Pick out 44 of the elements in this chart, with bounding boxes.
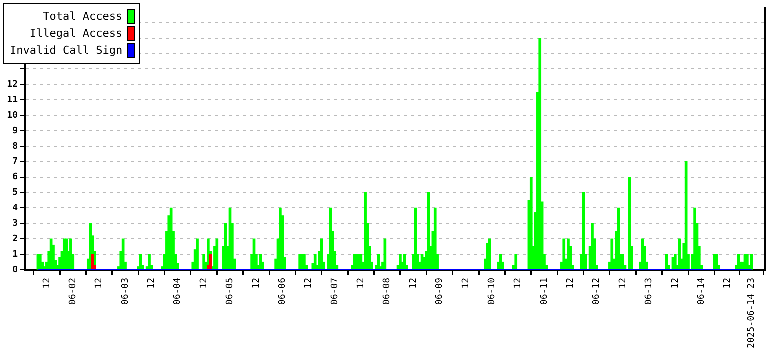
- x-tick-label: 06-12: [592, 278, 602, 306]
- x-tick-label: 12: [356, 278, 367, 289]
- y-tick-label: 10: [7, 110, 18, 121]
- x-tick-label: 12: [42, 278, 52, 289]
- x-tick-label: 12: [618, 278, 628, 289]
- x-tick-label: 06-11: [540, 278, 550, 306]
- x-tick-label: 06-10: [487, 278, 498, 306]
- x-tick-label: 12: [670, 278, 681, 289]
- x-tick-label: 12: [147, 278, 158, 289]
- x-tick-label: 12: [408, 278, 419, 289]
- x-tick-label: 12: [566, 278, 576, 289]
- x-tick-label: 06-13: [644, 278, 655, 306]
- y-tick-label: 12: [7, 80, 18, 90]
- x-tick-label: 06-07: [330, 278, 340, 306]
- x-tick-label: 06-05: [226, 278, 236, 306]
- y-tick-label: 1: [12, 250, 18, 260]
- x-tick-label: 06-04: [173, 278, 184, 306]
- y-tick-label: 2: [12, 234, 18, 244]
- x-tick-label: 06-08: [382, 278, 393, 306]
- x-tick-label: 06-09: [435, 278, 446, 306]
- y-tick-label: 11: [7, 95, 18, 106]
- legend-label: Invalid Call Sign: [10, 44, 123, 57]
- x-tick-label: 12: [94, 278, 105, 289]
- y-tick-label: 4: [12, 204, 19, 214]
- x-tick-label: 06-02: [68, 278, 78, 306]
- x-tick-label: 12: [199, 278, 210, 289]
- x-tick-label: 06-14: [696, 278, 707, 306]
- legend-label: Total Access: [43, 10, 123, 23]
- y-tick-label: 9: [12, 126, 18, 136]
- x-tick-label: 06-06: [278, 278, 288, 306]
- y-tick-label: 7: [12, 157, 18, 168]
- x-tick-label: 2025-06-14 23: [747, 278, 758, 348]
- x-tick-label: 12: [304, 278, 314, 289]
- y-tick-label: 5: [12, 188, 18, 198]
- x-tick-label: 06-03: [120, 278, 131, 306]
- x-tick-label: 12: [514, 278, 524, 289]
- x-tick-label: 12: [461, 278, 472, 289]
- x-tick-label: 12: [252, 278, 262, 289]
- y-tick-label: 0: [12, 265, 18, 276]
- y-tick-label: 3: [12, 219, 18, 230]
- legend-label: Illegal Access: [30, 27, 123, 40]
- y-tick-label: 6: [12, 172, 18, 183]
- x-tick-label: 12: [723, 278, 734, 289]
- y-tick-label: 8: [12, 142, 18, 152]
